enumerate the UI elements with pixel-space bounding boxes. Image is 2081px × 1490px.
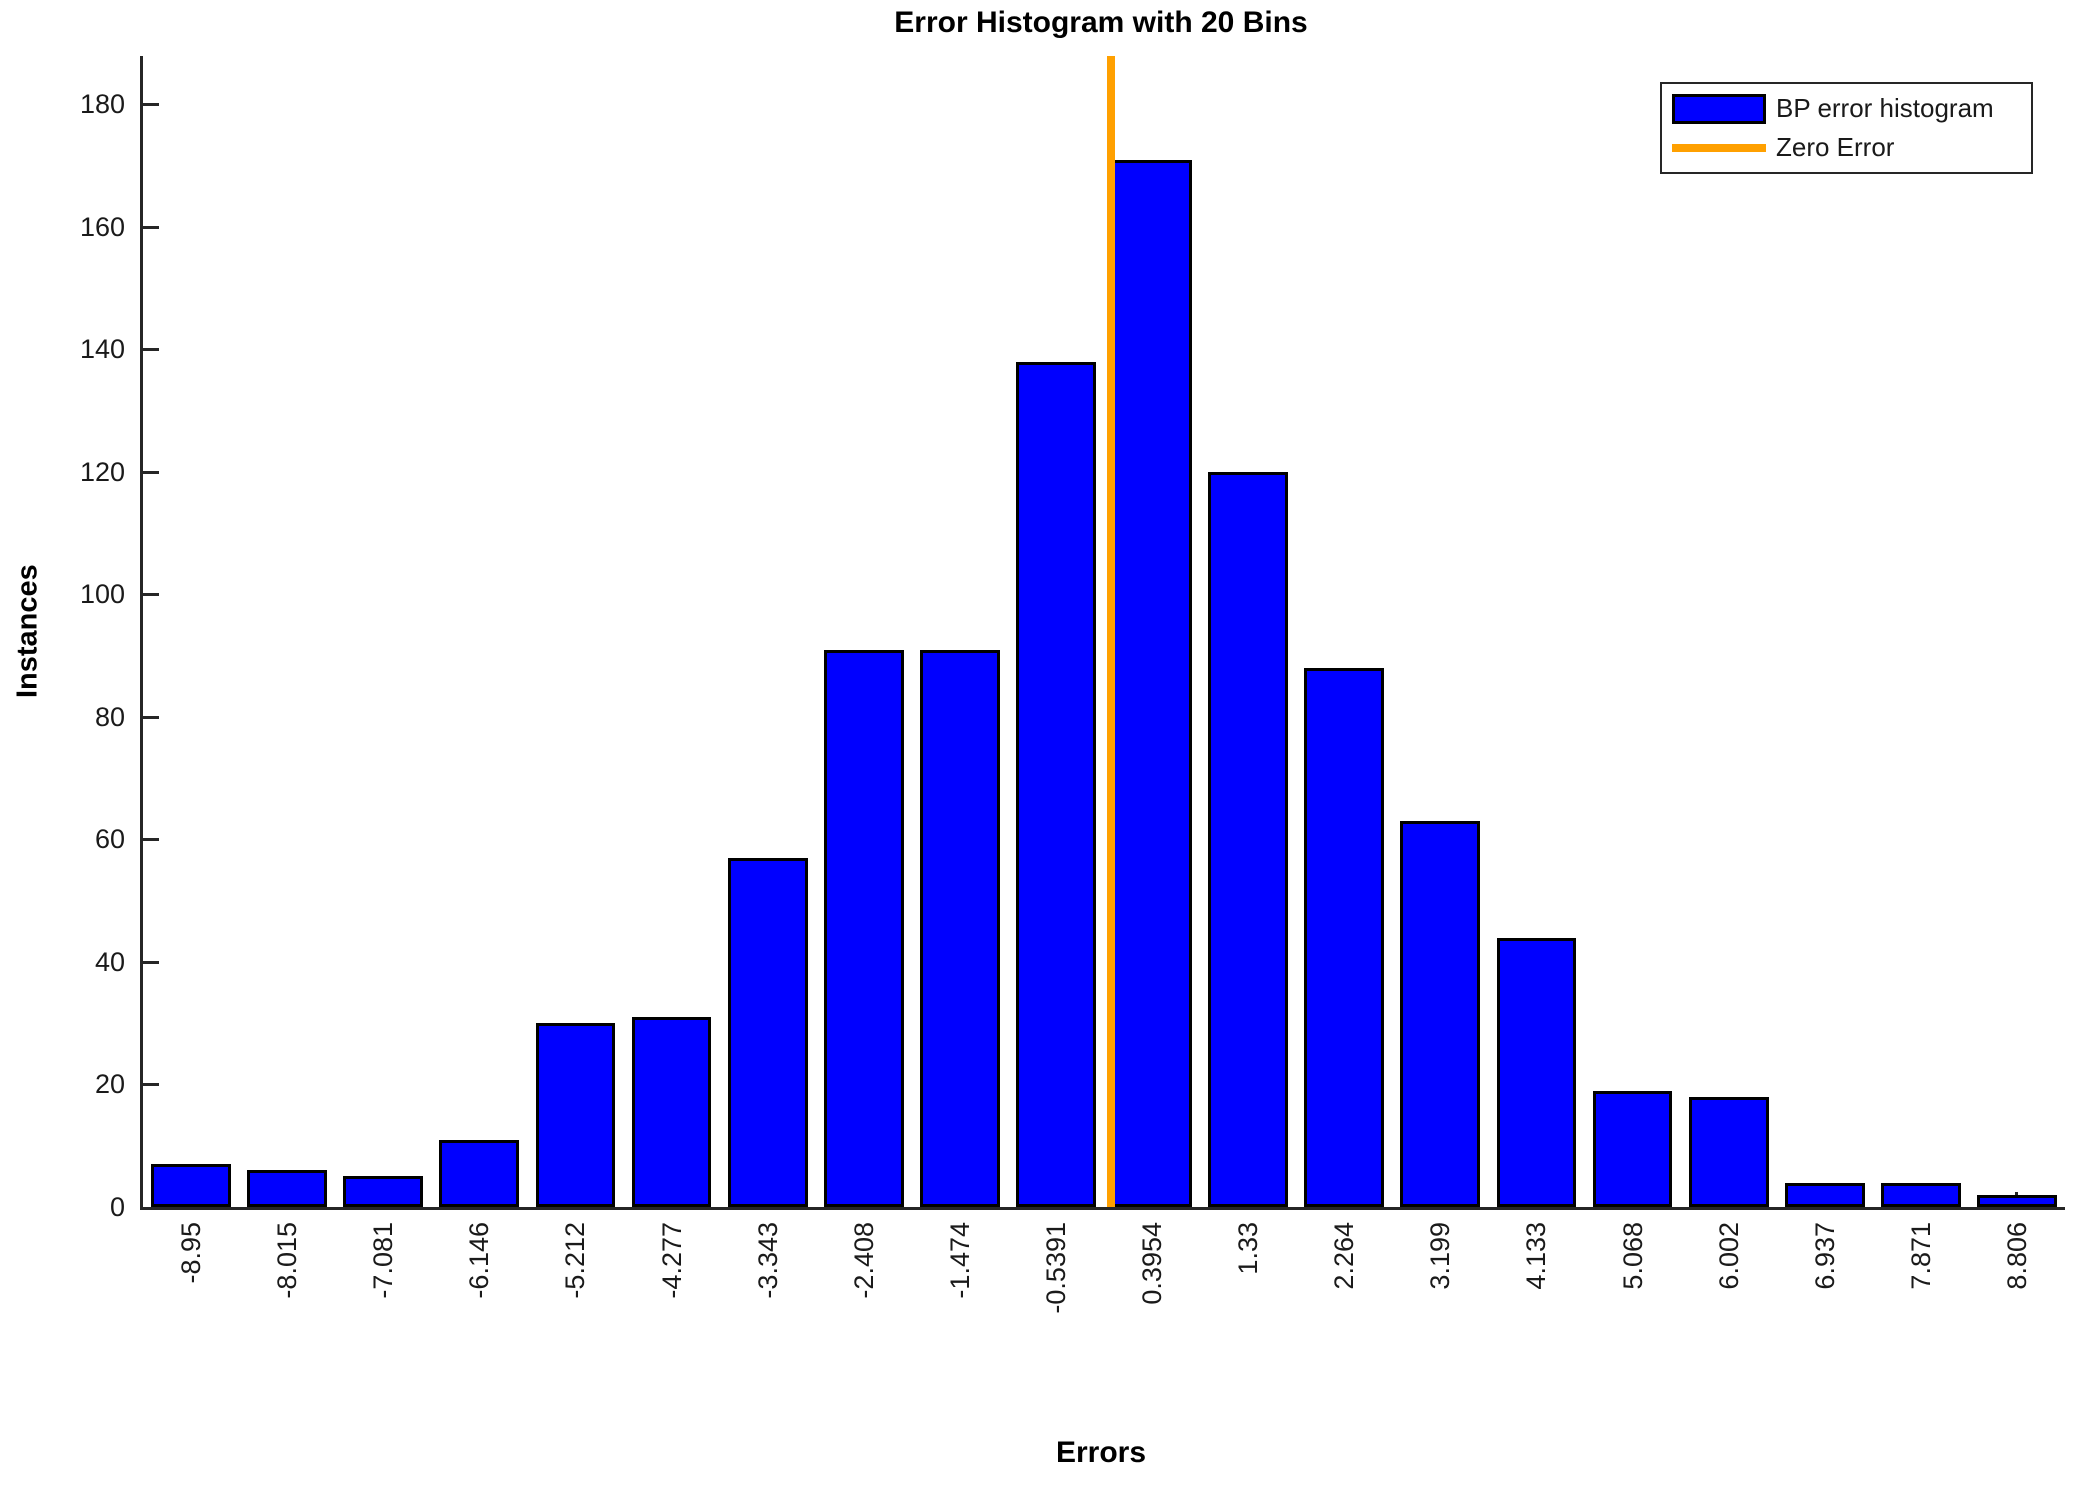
histogram-bar — [535, 1023, 616, 1207]
histogram-bar — [1400, 821, 1481, 1207]
chart-title: Error Histogram with 20 Bins — [894, 6, 1308, 39]
y-tick — [143, 470, 159, 474]
legend: BP error histogram Zero Error — [1660, 82, 2033, 174]
x-tick-label: -6.146 — [464, 1222, 495, 1299]
legend-item-zero-error: Zero Error — [1672, 132, 2021, 163]
x-tick-label: -0.5391 — [1040, 1222, 1071, 1314]
histogram-bar — [727, 858, 808, 1207]
x-tick-label: 2.264 — [1329, 1222, 1360, 1290]
y-tick-label: 0 — [109, 1191, 125, 1222]
y-tick — [143, 103, 159, 107]
y-tick-label: 160 — [79, 211, 125, 242]
histogram-swatch-icon — [1672, 93, 1766, 124]
histogram-bar — [1112, 160, 1192, 1207]
y-tick — [143, 1083, 159, 1087]
x-tick-label: -8.95 — [176, 1222, 207, 1284]
histogram-bar — [823, 649, 904, 1207]
histogram-bar — [919, 649, 1000, 1207]
zero-error-line — [1107, 56, 1116, 1207]
histogram-bar — [343, 1176, 424, 1207]
y-tick-label: 60 — [94, 824, 125, 855]
x-tick-label: -1.474 — [944, 1222, 975, 1299]
x-tick-label: 6.937 — [1809, 1222, 1840, 1290]
x-tick-label: 6.002 — [1713, 1222, 1744, 1290]
histogram-bar — [1592, 1090, 1673, 1207]
y-tick — [143, 225, 159, 229]
y-tick-label: 100 — [79, 579, 125, 610]
histogram-bar — [1977, 1194, 2057, 1207]
histogram-bar — [439, 1139, 520, 1207]
plot-area: 0 20 40 60 80 100 120 140 160 180 -8.95 -8.015 -7.08… — [80, 56, 2065, 1314]
x-tick-label: -2.408 — [848, 1222, 879, 1299]
histogram-bar — [1688, 1096, 1769, 1207]
y-tick — [143, 348, 159, 352]
y-tick-label: 40 — [94, 946, 125, 977]
legend-label: BP error histogram — [1776, 93, 1994, 123]
x-tick-label: 8.806 — [2001, 1222, 2032, 1290]
x-tick-label: 0.3954 — [1137, 1222, 1168, 1305]
y-tick-label: 140 — [79, 334, 125, 365]
x-tick-label: 4.133 — [1521, 1222, 1552, 1290]
x-tick-label: 1.33 — [1233, 1222, 1264, 1275]
legend-item-bp-error-histogram: BP error histogram — [1672, 93, 2021, 124]
x-axis-label: Errors — [1055, 1436, 1147, 1469]
x-tick-label: 5.068 — [1617, 1222, 1648, 1290]
y-tick-label: 120 — [79, 456, 125, 487]
legend-label: Zero Error — [1776, 132, 1895, 162]
histogram-bar — [151, 1164, 231, 1207]
x-tick-label: -4.277 — [656, 1222, 687, 1299]
x-tick-label: -8.015 — [272, 1222, 303, 1299]
y-tick — [143, 960, 159, 964]
histogram-bar — [631, 1017, 712, 1207]
histogram-bar — [1784, 1182, 1865, 1207]
y-tick-label: 20 — [94, 1069, 125, 1100]
histogram-bar — [1880, 1182, 1961, 1207]
y-tick-label: 80 — [94, 701, 125, 732]
histogram-bar — [1208, 472, 1289, 1207]
y-tick-label: 180 — [79, 89, 125, 120]
histogram-bar — [1304, 668, 1385, 1207]
zero-error-line-swatch-icon — [1672, 143, 1766, 152]
y-tick — [143, 593, 159, 597]
y-tick — [143, 838, 159, 842]
x-tick-label: 7.871 — [1905, 1222, 1936, 1290]
histogram-bar — [1016, 362, 1096, 1207]
x-tick-label: -5.212 — [560, 1222, 591, 1299]
y-tick — [143, 715, 159, 719]
histogram-bar — [247, 1170, 328, 1207]
x-tick-label: 3.199 — [1425, 1222, 1456, 1290]
x-tick-label: -7.081 — [368, 1222, 399, 1299]
x-tick-label: -3.343 — [752, 1222, 783, 1299]
histogram-bar — [1496, 937, 1577, 1207]
